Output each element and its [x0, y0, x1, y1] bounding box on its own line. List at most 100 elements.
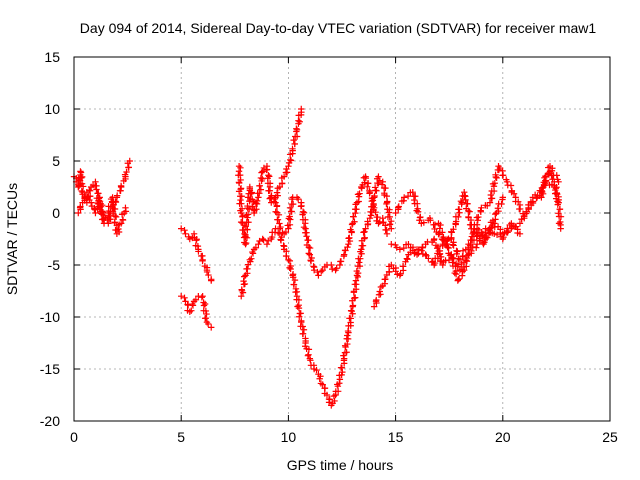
data-point — [460, 193, 468, 200]
data-point — [290, 281, 297, 288]
data-point — [499, 172, 507, 179]
data-point — [119, 216, 126, 223]
data-point — [178, 225, 185, 232]
data-point — [106, 212, 113, 219]
data-point — [400, 244, 407, 252]
data-point — [248, 189, 256, 196]
data-point — [273, 189, 281, 196]
data-point — [182, 230, 189, 237]
data-point — [413, 207, 420, 214]
data-point — [318, 268, 325, 275]
data-point — [192, 296, 200, 303]
data-point — [287, 156, 294, 163]
data-point — [403, 255, 411, 262]
data-point — [346, 234, 353, 242]
data-point — [439, 261, 446, 269]
data-point — [110, 201, 117, 209]
data-point — [345, 241, 352, 248]
data-point — [283, 169, 291, 176]
data-point — [361, 179, 368, 186]
data-point — [287, 265, 294, 273]
data-point — [253, 206, 260, 213]
data-point — [352, 277, 360, 284]
data-point — [556, 205, 564, 213]
data-point — [387, 217, 395, 225]
x-axis-label: GPS time / hours — [287, 457, 394, 473]
data-point — [257, 174, 265, 182]
data-point — [375, 220, 382, 227]
data-point — [373, 296, 380, 304]
data-point — [344, 332, 351, 339]
data-point — [376, 177, 383, 184]
data-point — [117, 220, 125, 227]
data-point — [86, 187, 94, 194]
x-tick-label: 15 — [388, 429, 404, 445]
data-point — [388, 261, 395, 269]
data-point — [347, 226, 354, 233]
data-point — [314, 268, 321, 276]
data-point — [98, 202, 106, 209]
data-points — [70, 105, 565, 409]
data-point — [404, 192, 412, 200]
data-point — [291, 140, 298, 148]
data-point — [123, 168, 130, 176]
data-point — [484, 234, 491, 241]
data-point — [323, 391, 331, 399]
data-point — [306, 244, 314, 252]
data-point — [96, 194, 103, 201]
data-point — [274, 192, 281, 199]
data-point — [91, 182, 99, 190]
data-point — [195, 248, 202, 255]
data-point — [463, 263, 470, 270]
data-point — [422, 251, 429, 258]
data-point — [533, 195, 540, 202]
data-point — [203, 310, 210, 318]
data-point — [249, 203, 256, 210]
data-point — [383, 200, 390, 208]
data-point — [277, 237, 285, 244]
data-point — [349, 213, 357, 220]
data-point — [458, 199, 466, 206]
data-point — [465, 249, 473, 257]
data-point — [293, 126, 301, 133]
data-point — [445, 244, 452, 252]
data-point — [244, 211, 252, 218]
data-point — [445, 235, 452, 242]
data-point — [456, 256, 464, 263]
data-point — [298, 319, 305, 326]
data-point — [315, 272, 322, 279]
data-point — [244, 226, 251, 233]
data-point — [291, 276, 299, 284]
data-point — [115, 228, 123, 236]
data-point — [126, 157, 133, 165]
data-point — [485, 230, 493, 237]
axis-ticks: 0 5 10 15 20 25 -20 -15 -10 -5 0 5 10 15 — [40, 49, 618, 445]
data-point — [351, 218, 358, 225]
y-tick-label: -10 — [40, 309, 60, 325]
data-point — [347, 307, 355, 314]
data-point — [409, 189, 416, 196]
data-point — [181, 227, 188, 234]
data-point — [371, 184, 379, 191]
data-point — [286, 257, 294, 265]
data-point — [328, 261, 335, 269]
data-point — [198, 294, 206, 301]
data-point — [319, 381, 326, 388]
data-point — [296, 313, 303, 320]
data-point — [259, 168, 266, 175]
data-point — [449, 241, 457, 248]
data-point — [282, 252, 290, 260]
data-point — [516, 205, 524, 213]
x-tick-label: 25 — [602, 429, 618, 445]
data-point — [369, 197, 377, 204]
data-point — [368, 198, 375, 205]
data-point — [344, 340, 351, 348]
data-point — [296, 118, 303, 125]
data-point — [534, 192, 541, 199]
data-point — [377, 291, 384, 298]
data-point — [238, 193, 245, 200]
data-point — [274, 216, 281, 223]
data-point — [499, 194, 506, 201]
data-point — [356, 259, 363, 266]
